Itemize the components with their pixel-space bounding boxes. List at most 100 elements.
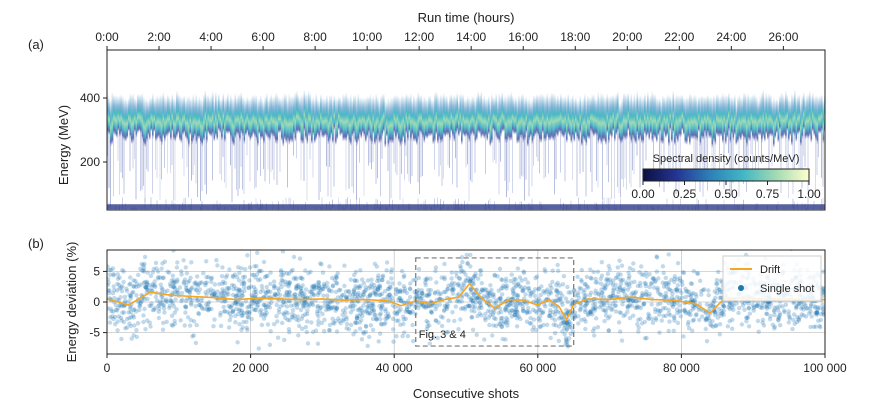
single-shot-point — [677, 303, 682, 308]
single-shot-point — [616, 290, 621, 295]
single-shot-point — [699, 314, 705, 319]
single-shot-point — [727, 301, 732, 306]
heat-tail — [390, 141, 392, 199]
heat-low — [152, 208, 153, 210]
heat-tail — [645, 135, 647, 161]
single-shot-point — [218, 291, 224, 296]
heat-column — [363, 97, 366, 138]
single-shot-point — [588, 290, 594, 295]
single-shot-point — [536, 316, 541, 322]
heat-tail — [639, 136, 641, 188]
heat-column — [312, 96, 315, 136]
single-shot-point — [727, 303, 732, 308]
single-shot-point — [660, 264, 666, 269]
single-shot-point — [159, 286, 164, 291]
single-shot-point — [483, 311, 488, 317]
single-shot-point — [350, 292, 356, 297]
single-shot-point — [497, 322, 503, 327]
heat-low — [722, 208, 723, 210]
heat-column — [320, 93, 322, 133]
heat-column — [792, 95, 795, 135]
single-shot-point — [184, 271, 190, 276]
heat-tail — [719, 134, 720, 186]
single-shot-point — [301, 302, 306, 308]
single-shot-point — [598, 276, 603, 281]
single-shot-point — [477, 311, 482, 316]
single-shot-point — [290, 293, 295, 299]
single-shot-point — [363, 288, 368, 293]
single-shot-point — [667, 287, 672, 292]
heat-column — [539, 94, 541, 143]
single-shot-point — [204, 280, 209, 285]
single-shot-point — [513, 312, 518, 317]
single-shot-point — [678, 278, 683, 284]
single-shot-point — [375, 287, 381, 293]
heat-tail — [279, 130, 281, 172]
single-shot-point — [694, 312, 699, 317]
single-shot-point — [672, 302, 677, 307]
heat-tail — [614, 139, 615, 199]
single-shot-point — [569, 325, 574, 330]
single-shot-point — [467, 279, 473, 284]
heat-column — [515, 96, 517, 135]
single-shot-point — [481, 293, 487, 299]
heat-column — [183, 94, 186, 134]
single-shot-point — [193, 287, 198, 292]
single-shot-point — [360, 313, 365, 319]
single-shot-point — [556, 268, 561, 273]
single-shot-point — [567, 325, 572, 330]
single-shot-point — [787, 314, 792, 320]
heat-column — [549, 94, 552, 142]
single-shot-point — [796, 301, 801, 306]
single-shot-point — [464, 292, 469, 298]
single-shot-point — [595, 280, 600, 285]
single-shot-point — [632, 291, 638, 296]
heat-tail — [234, 136, 236, 169]
single-shot-point — [363, 285, 368, 290]
single-shot-point — [240, 325, 245, 330]
single-shot-point — [674, 294, 680, 300]
heat-column — [225, 96, 228, 134]
heat-column — [617, 90, 619, 133]
single-shot-point — [449, 270, 454, 275]
single-shot-point — [130, 290, 135, 296]
heat-column — [522, 93, 525, 143]
heat-column — [393, 95, 396, 134]
single-shot-point — [804, 306, 809, 311]
single-shot-point — [425, 303, 431, 309]
single-shot-point — [500, 277, 505, 283]
single-shot-point — [115, 297, 120, 302]
heat-column — [167, 94, 169, 137]
single-shot-point — [456, 281, 461, 286]
heat-column — [714, 96, 717, 146]
single-shot-point — [474, 332, 479, 337]
single-shot-point — [302, 291, 307, 297]
single-shot-point — [210, 292, 215, 297]
single-shot-point — [477, 299, 483, 305]
top-axis-ticks: 0:00 2:00 4:00 6:00 8:00 10:00 12:00 14:00 16:00… — [95, 30, 799, 50]
single-shot-point — [593, 291, 598, 296]
heat-column — [122, 96, 124, 140]
single-shot-point — [491, 294, 496, 300]
single-shot-point — [592, 301, 598, 307]
single-shot-point — [142, 297, 147, 302]
single-shot-point — [563, 342, 568, 347]
single-shot-point — [141, 280, 146, 286]
single-shot-point — [745, 315, 750, 320]
single-shot-point — [268, 329, 273, 334]
heat-column — [711, 97, 714, 149]
single-shot-point — [365, 311, 370, 316]
heat-low — [507, 208, 509, 210]
single-shot-point — [584, 301, 589, 307]
single-shot-point — [441, 308, 447, 314]
single-shot-point — [156, 315, 162, 321]
single-shot-point — [300, 313, 305, 319]
heat-tail — [500, 134, 501, 162]
single-shot-point — [471, 278, 476, 283]
single-shot-point — [240, 293, 245, 298]
heat-column — [125, 98, 127, 143]
single-shot-point — [295, 301, 301, 307]
single-shot-point — [195, 297, 201, 302]
single-shot-point — [626, 304, 631, 309]
heat-tail — [545, 139, 546, 178]
